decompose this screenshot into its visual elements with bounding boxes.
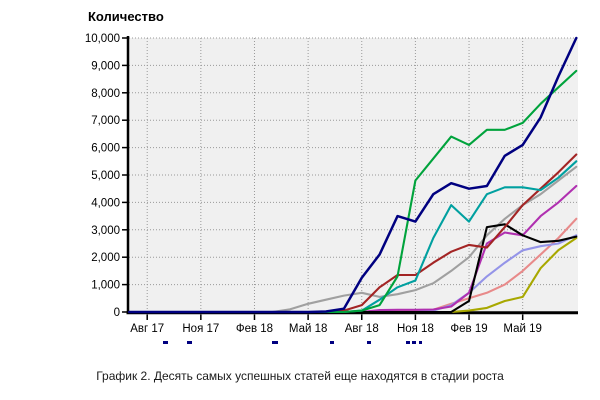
x-tick-label: Фев 18 — [236, 323, 273, 335]
y-tick-label: 7,000 — [91, 115, 120, 127]
y-tick-label: 5,000 — [91, 170, 120, 182]
y-tick-label: 0 — [114, 307, 120, 319]
legend-cutoff-mark — [419, 341, 422, 344]
y-tick-label: 2,000 — [91, 252, 120, 264]
x-tick-label: Авг 17 — [130, 323, 164, 335]
legend-cutoff-mark — [406, 341, 410, 344]
legend-cutoff-mark — [367, 341, 371, 344]
legend-cutoff-mark — [412, 341, 416, 344]
y-tick-label: 1,000 — [91, 280, 120, 292]
series-line-navy — [128, 36, 578, 314]
y-tick-label: 3,000 — [91, 225, 120, 237]
plot-area — [128, 38, 578, 312]
chart-title: Количество — [88, 9, 164, 24]
x-tick-label: Фев 19 — [450, 323, 487, 335]
legend-cutoff-mark — [187, 341, 192, 344]
x-tick-label: Ноя 18 — [397, 323, 434, 335]
y-tick-label: 10,000 — [85, 33, 120, 45]
y-tick-label: 6,000 — [91, 143, 120, 155]
y-tick-label: 4,000 — [91, 197, 120, 209]
x-tick-label: Ноя 17 — [182, 323, 219, 335]
chart-caption: График 2. Десять самых успешных статей е… — [96, 369, 504, 383]
legend-cutoff-mark — [272, 341, 278, 344]
x-tick-label: Май 18 — [289, 323, 328, 335]
y-tick-label: 9,000 — [91, 60, 120, 72]
x-tick-label: Авг 18 — [345, 323, 379, 335]
legend-cutoff-mark — [163, 341, 168, 344]
legend-cutoff-mark — [330, 341, 334, 344]
line-chart: 0 1,000 2,000 3,000 4,000 5,000 6,000 7,000 8,00… — [85, 33, 578, 335]
y-tick-label: 8,000 — [91, 88, 120, 100]
x-tick-label: Май 19 — [503, 323, 542, 335]
